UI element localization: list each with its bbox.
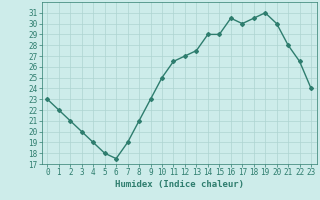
X-axis label: Humidex (Indice chaleur): Humidex (Indice chaleur) (115, 180, 244, 189)
